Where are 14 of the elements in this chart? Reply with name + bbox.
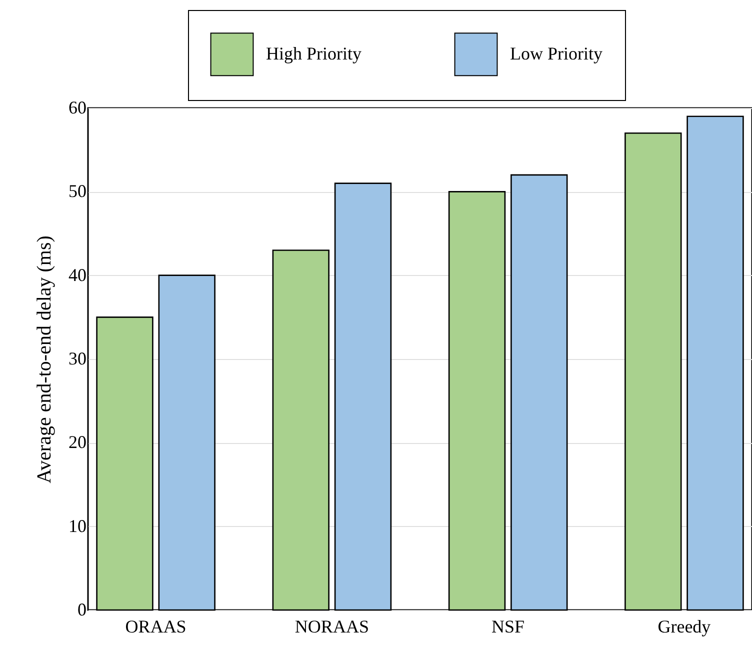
legend-label: High Priority — [266, 43, 362, 64]
y-axis-title: Average end-to-end delay (ms) — [34, 236, 56, 484]
y-tick-label: 10 — [68, 516, 86, 536]
x-tick-label: Greedy — [658, 616, 711, 636]
y-tick-label: 50 — [68, 181, 86, 202]
y-tick-label: 60 — [68, 98, 86, 118]
x-tick-label: NORAAS — [294, 616, 369, 636]
x-tick-label: ORAAS — [125, 616, 186, 636]
x-tick-label: NSF — [492, 616, 525, 636]
y-tick-label: 30 — [68, 348, 86, 368]
y-tick-label: 20 — [68, 432, 86, 452]
y-tick-label: 0 — [78, 600, 86, 620]
y-tick-label: 40 — [68, 264, 86, 285]
legend-label: Low Priority — [510, 43, 602, 64]
